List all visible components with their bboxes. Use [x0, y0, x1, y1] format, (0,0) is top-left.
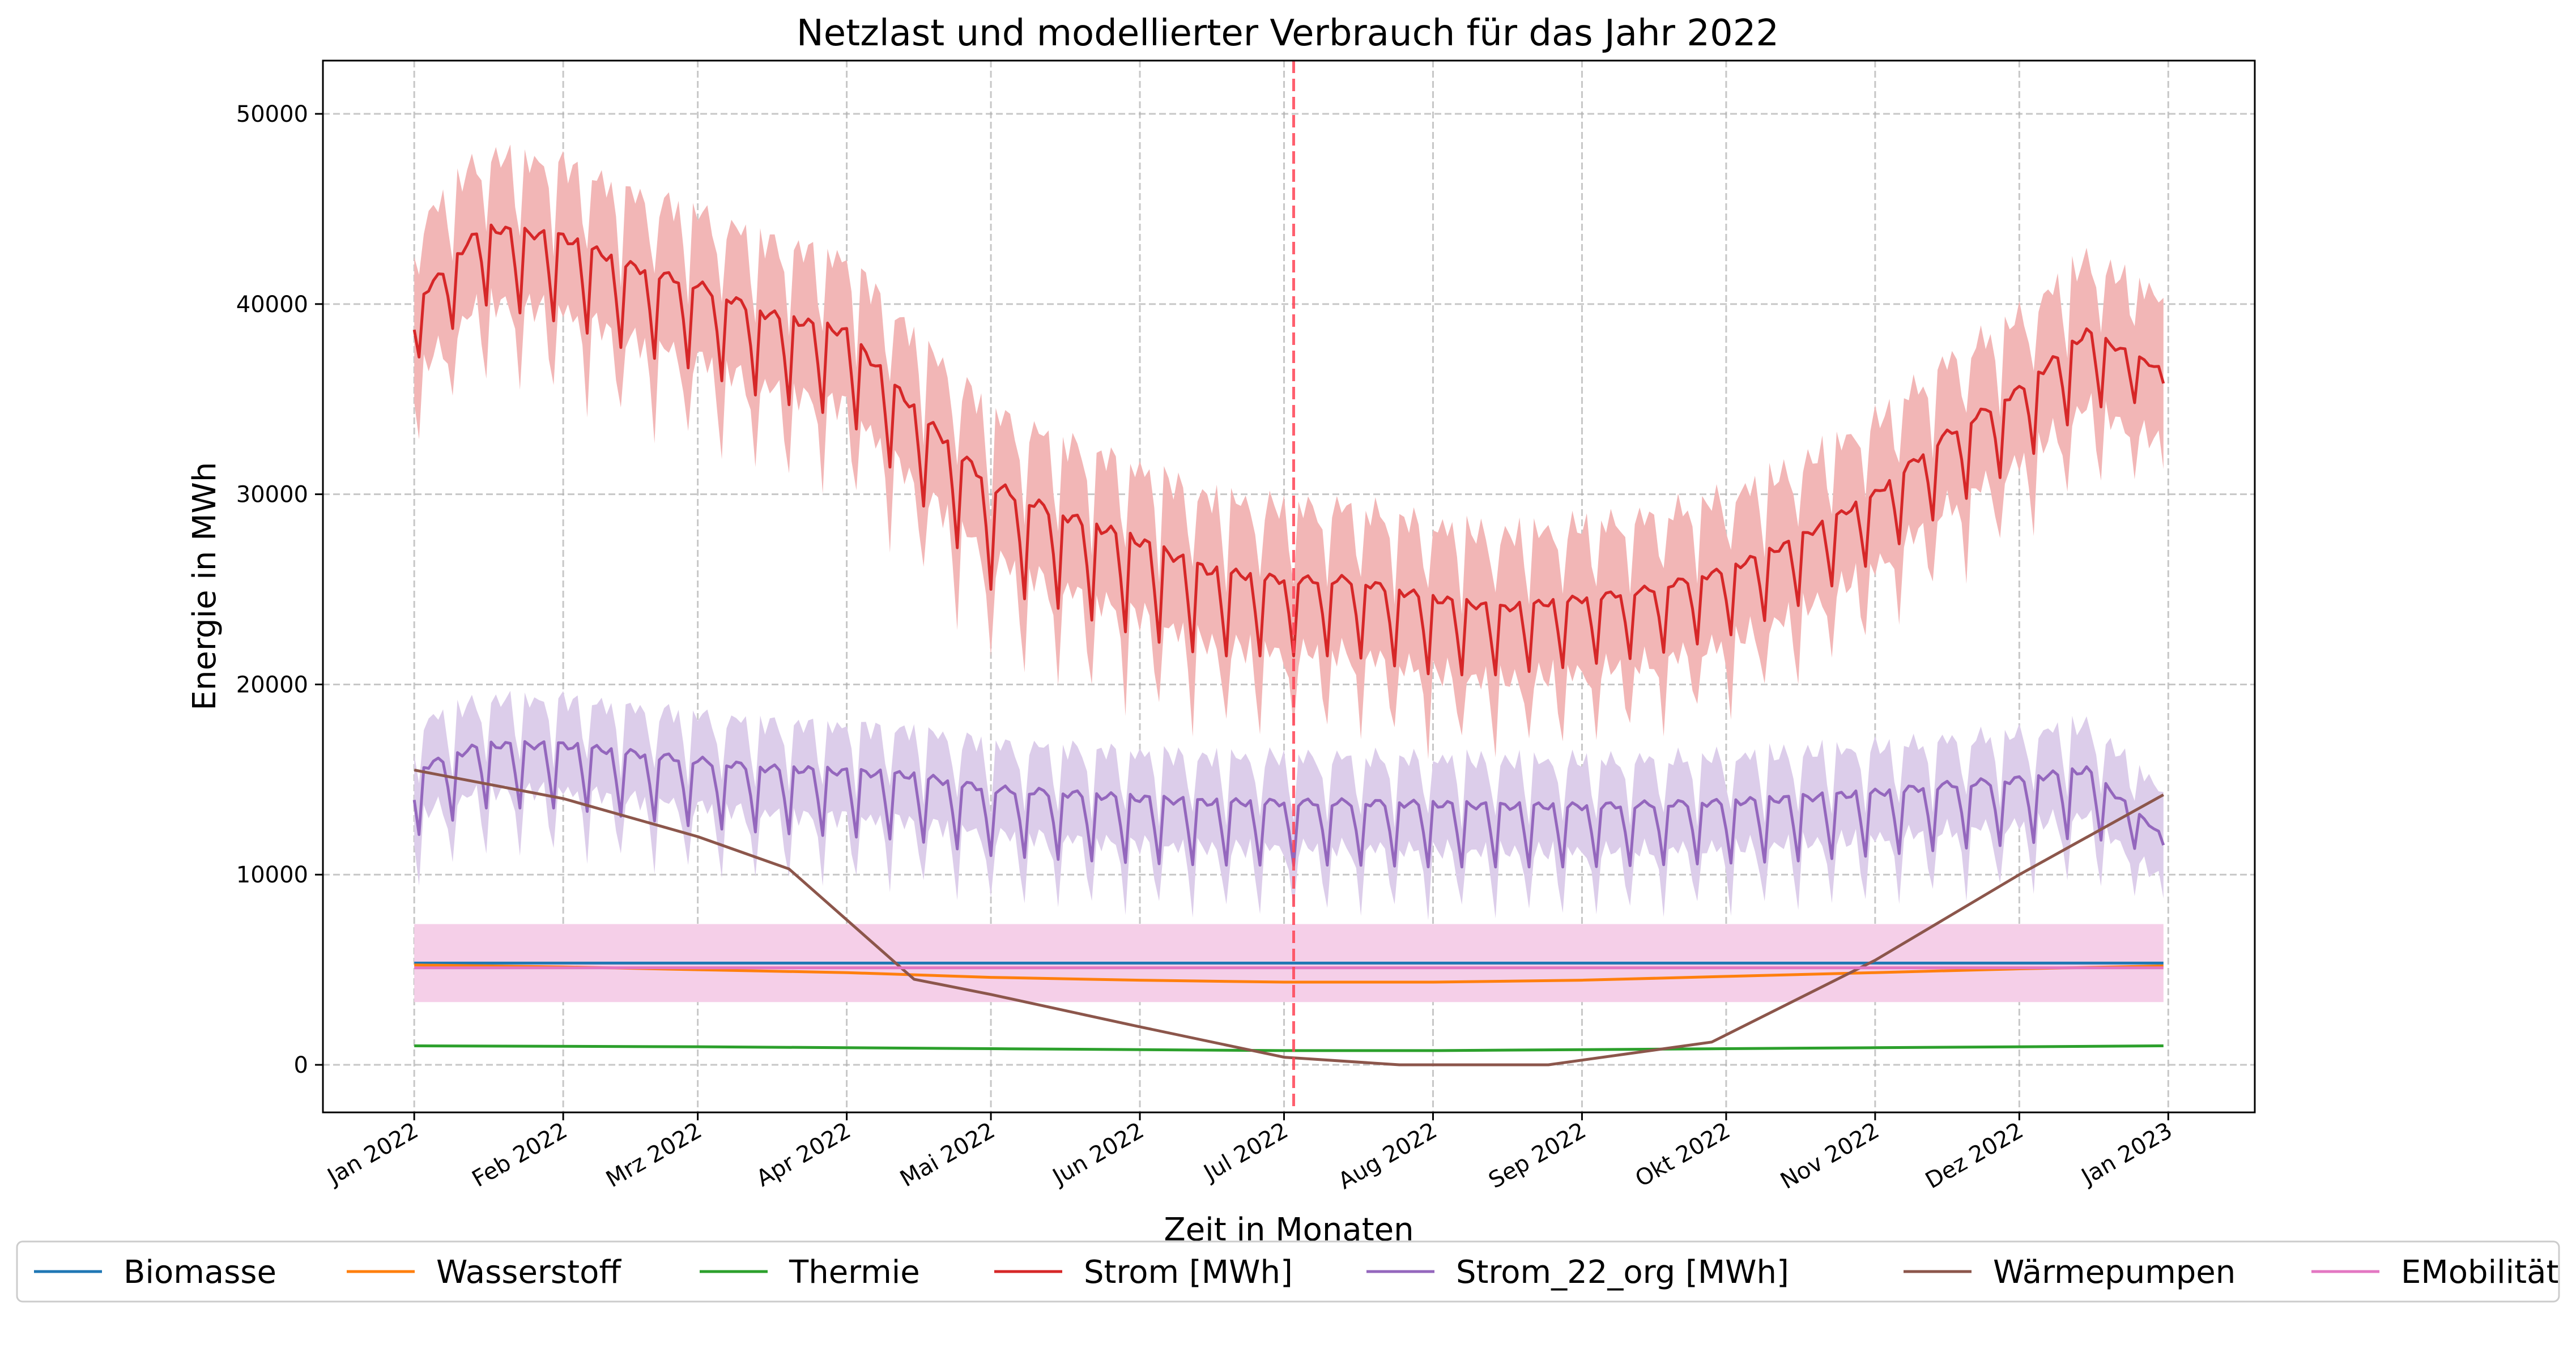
y-axis-label: Energie in MWh: [186, 462, 223, 711]
legend-frame: [16, 1240, 2560, 1303]
legend-label: Biomasse: [124, 1254, 276, 1291]
y-tick-label: 10000: [236, 862, 308, 888]
line-thermie: [414, 1044, 2164, 1052]
line-strom-22-org-mwh-: [412, 740, 2165, 869]
legend-label: Strom [MWh]: [1084, 1254, 1293, 1291]
legend-label: EMobilität: [2401, 1254, 2558, 1291]
legend-label: Wasserstoff: [436, 1254, 621, 1291]
y-tick-label: 20000: [236, 672, 308, 698]
line-wasserstoff: [414, 963, 2164, 984]
series-lines: [412, 223, 2165, 1067]
y-tick-label: 30000: [236, 482, 308, 508]
y-tick-label: 50000: [236, 101, 308, 127]
legend-label: Strom_22_org [MWh]: [1456, 1254, 1789, 1291]
legend-label: Thermie: [789, 1254, 920, 1291]
line-strom-mwh-: [412, 223, 2165, 677]
band-strom-22-org-mwh-: [414, 690, 2164, 920]
plot-frame: [322, 59, 2256, 1114]
line-w-rmepumpen: [414, 769, 2165, 1067]
y-axis-ticks: 0 10000 20000 30000 40000 50000: [236, 101, 323, 1078]
y-tick-label: 0: [294, 1052, 308, 1078]
legend: Biomasse Wasserstoff Thermie Strom [MWh] Str…: [16, 1240, 2560, 1303]
chart-title: Netzlast und modellierter Verbrauch für …: [797, 12, 1779, 54]
legend-label: Wärmepumpen: [1993, 1254, 2236, 1291]
y-tick-label: 40000: [236, 292, 308, 318]
